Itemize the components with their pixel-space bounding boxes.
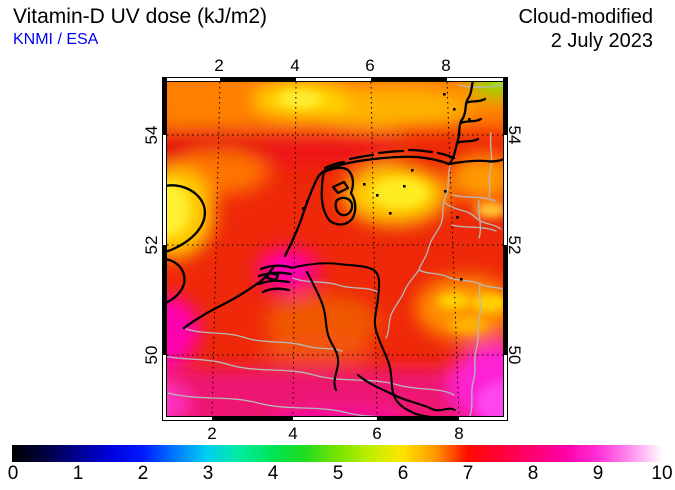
colorbar-label: 4 bbox=[267, 463, 279, 484]
uv-dose-map bbox=[162, 77, 508, 421]
mode-label: Cloud-modified bbox=[518, 6, 653, 28]
lat-tick-label-left: 54 bbox=[142, 125, 161, 145]
colorbar-label: 9 bbox=[592, 463, 604, 484]
colorbar-label: 10 bbox=[651, 463, 673, 484]
lon-tick-label-bottom: 6 bbox=[372, 424, 382, 443]
lat-tick-label-left: 50 bbox=[142, 345, 161, 365]
colorbar-label: 3 bbox=[202, 463, 214, 484]
lon-tick-label-top: 4 bbox=[290, 56, 300, 75]
lat-tick-label-right: 54 bbox=[505, 125, 524, 145]
lon-tick-label-bottom: 8 bbox=[454, 424, 464, 443]
map-frame bbox=[162, 77, 508, 421]
colorbar-label: 5 bbox=[332, 463, 344, 484]
date-label: 2 July 2023 bbox=[550, 30, 653, 52]
colorbar-label: 0 bbox=[7, 463, 19, 484]
lon-tick-label-top: 8 bbox=[441, 56, 451, 75]
lat-tick-label-right: 50 bbox=[505, 345, 524, 365]
data-source-label: KNMI / ESA bbox=[13, 31, 99, 48]
lon-tick-label-bottom: 2 bbox=[207, 424, 217, 443]
coastlines bbox=[167, 82, 503, 330]
uv-field bbox=[167, 82, 503, 416]
lat-tick-label-right: 52 bbox=[505, 235, 524, 255]
colorbar-label: 8 bbox=[527, 463, 539, 484]
lon-tick-label-top: 6 bbox=[365, 56, 375, 75]
header-right: Cloud-modified 2 July 2023 bbox=[518, 5, 653, 53]
rivers bbox=[289, 262, 457, 416]
region-borders bbox=[167, 84, 503, 416]
colorbar-label: 7 bbox=[462, 463, 474, 484]
lat-tick-label-left: 52 bbox=[142, 235, 161, 255]
colorbar-label: 2 bbox=[137, 463, 149, 484]
graticule bbox=[167, 82, 503, 416]
colorbar-label: 1 bbox=[72, 463, 84, 484]
map-title: Vitamin-D UV dose (kJ/m2) bbox=[13, 5, 268, 28]
lon-tick-label-top: 2 bbox=[214, 56, 224, 75]
lon-tick-label-bottom: 4 bbox=[288, 424, 298, 443]
colorbar-gradient bbox=[12, 445, 663, 462]
colorbar-label: 6 bbox=[397, 463, 409, 484]
city-marks bbox=[302, 93, 471, 281]
